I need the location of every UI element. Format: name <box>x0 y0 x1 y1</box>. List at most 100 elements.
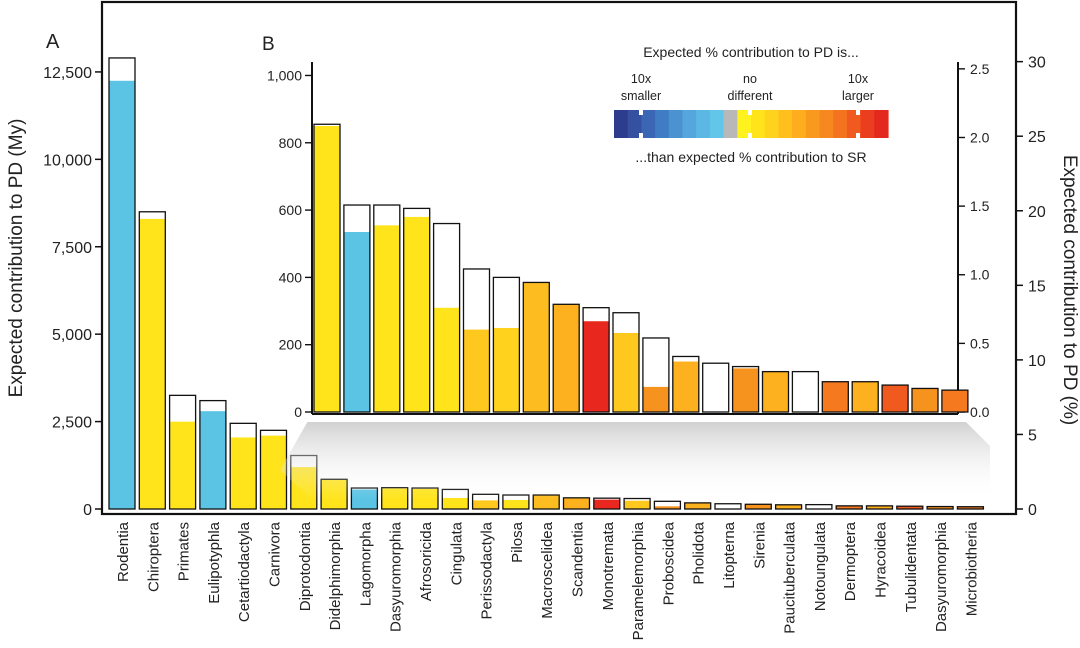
panel-a-y2-tick-label: 15 <box>1028 278 1046 295</box>
panel-b-bar-9 <box>552 303 580 413</box>
panel-a-bar-outline <box>926 505 954 510</box>
panel-b-bar-outline <box>612 312 640 413</box>
panel-b-bar-upper-segment <box>642 337 669 387</box>
panel-b-shadow <box>280 414 990 500</box>
panel-a-bar-tubulidentata <box>896 505 924 510</box>
panel-a-bar-outline <box>714 503 742 510</box>
panel-b-bar-lower-segment <box>583 321 610 412</box>
panel-a-x-tick-label: Rodentia <box>115 521 132 582</box>
legend-smaller-line2: smaller <box>621 89 661 103</box>
legend-tick-mark <box>856 110 860 115</box>
panel-b-bar-lower-segment <box>732 368 759 412</box>
panel-a-bar-lower-segment <box>442 497 469 509</box>
panel-b-y-tick-label: 600 <box>279 202 303 218</box>
panel-b-bar-outline <box>373 204 401 413</box>
panel-b-bar-2 <box>343 204 371 413</box>
panel-b-bar-lower-segment <box>613 332 639 412</box>
panel-a-bar-litopterna <box>714 503 742 510</box>
panel-a-bar-outline <box>653 500 682 510</box>
panel-b-y-tick-label: 200 <box>279 337 303 353</box>
panel-a-bar-lower-segment <box>745 504 772 509</box>
legend-gradient-swatch <box>764 110 779 138</box>
panel-b-bar-outline <box>851 381 879 413</box>
panel-a-bar-outline <box>168 394 197 510</box>
panel-b-bar-outline <box>552 303 580 413</box>
panel-a-y2-tick-label: 10 <box>1028 353 1046 370</box>
panel-a-bar-upper-segment <box>169 395 196 422</box>
panel-a-x-tick-label: Cingulata <box>448 521 465 585</box>
panel-b-bar-upper-segment <box>613 312 639 333</box>
panel-a-bar-paucituberculata <box>774 504 803 510</box>
panel-b-bar-lower-segment <box>882 385 909 412</box>
panel-b-bar-upper-segment <box>463 268 490 330</box>
panel-a-bar-lower-segment <box>593 499 620 509</box>
panel-b-y2-tick-label: 1.5 <box>970 198 990 214</box>
legend-gradient-swatch <box>627 110 642 138</box>
panel-a-x-tick-label: Primates <box>176 522 193 581</box>
panel-a-bar-outline <box>138 211 166 510</box>
legend-gradient-swatch <box>805 110 821 138</box>
panel-a-y2-tick-label: 25 <box>1028 129 1046 146</box>
panel-a-bar-upper-segment <box>199 400 226 412</box>
panel-a-x-tick-label: Afrosoricida <box>418 521 435 601</box>
legend-larger-line1: 10x <box>848 72 869 86</box>
legend-nodiff-line1: no <box>743 72 757 86</box>
panel-a-bar-dermoptera <box>835 505 863 510</box>
panel-a-x-tick-label: Dermoptera <box>842 521 859 601</box>
panel-b-bar-outline <box>731 365 760 413</box>
panel-a-x-tick-label: Monotremata <box>600 521 617 610</box>
panel-b-bar-18 <box>821 381 849 413</box>
panel-b-bar-5 <box>432 222 461 413</box>
panel-a-bar-lower-segment <box>684 503 711 509</box>
legend: Expected % contribution to PD is... 10x … <box>614 44 889 165</box>
panel-b-bar-outline <box>821 381 849 413</box>
panel-a-x-tick-label: Litopterna <box>721 521 738 588</box>
panel-b-bar-outline <box>881 384 909 413</box>
legend-tick-mark <box>639 133 643 138</box>
panel-b-y2-axis: 0.0 0.5 1.0 1.5 2.0 2.5 <box>958 61 990 420</box>
panel-b-bar-lower-segment <box>493 327 520 412</box>
legend-gradient-swatch <box>737 110 752 138</box>
panel-a-bar-carnivora <box>259 429 288 510</box>
panel-a-x-tick-label: Perissodactyla <box>479 521 496 619</box>
panel-b-bar-14 <box>702 362 730 413</box>
legend-gradient-swatch <box>778 110 793 138</box>
panel-b-y2-tick-label: 0.5 <box>970 335 990 351</box>
legend-smaller-line1: 10x <box>631 72 652 86</box>
panel-a-bar-lower-segment <box>139 218 166 510</box>
panel-a-y-axis: 0 2,500 5,000 7,500 10,000 12,500 <box>43 65 102 519</box>
panel-a-bar-pholidota <box>684 502 712 510</box>
panel-a-x-tick-label: Pilosa <box>509 521 526 563</box>
panel-a-x-tick-label: Carnivora <box>267 521 284 587</box>
panel-b-bar-outline <box>642 337 670 413</box>
panel-a-bar-lower-segment <box>957 506 984 509</box>
panel-b-y2-tick-label: 2.0 <box>970 129 990 145</box>
panel-a-x-tick-label: Paucituberculata <box>782 521 799 633</box>
legend-gradient-swatch <box>614 110 629 138</box>
panel-b-bar-upper-segment <box>583 307 610 322</box>
panel-b-bars <box>313 123 969 413</box>
panel-b-bar-upper-segment <box>403 208 430 217</box>
panel-b-bar-1 <box>313 123 341 413</box>
panel-a-frame <box>100 0 1018 516</box>
panel-a-bar-outline <box>835 505 863 510</box>
panel-a-bar-upper-segment <box>230 423 257 438</box>
legend-nodiff-line2: different <box>728 89 773 103</box>
panel-b-y2-tick-label: 0.0 <box>970 404 990 420</box>
panel-a-bar-lower-segment <box>896 506 923 509</box>
panel-a-y-tick-label: 0 <box>83 502 92 519</box>
legend-larger-line2: larger <box>842 89 874 103</box>
panel-a-bar-microbiotheria <box>956 506 985 510</box>
panel-b-bar-upper-segment <box>433 223 460 308</box>
panel-a-x-tick-label: Paramelemorphia <box>630 521 647 640</box>
panel-b-y-tick-label: 400 <box>279 269 303 285</box>
panel-b-bar-10 <box>582 307 610 413</box>
legend-tick-mark <box>856 133 860 138</box>
panel-b-bar-lower-segment <box>672 361 699 412</box>
panel-b-bar-lower-segment <box>852 381 879 412</box>
panel-a-x-tick-label: Macroscelidea <box>539 521 556 618</box>
panel-a-bar-lower-segment <box>775 504 802 509</box>
panel-b-bar-22 <box>941 389 969 413</box>
